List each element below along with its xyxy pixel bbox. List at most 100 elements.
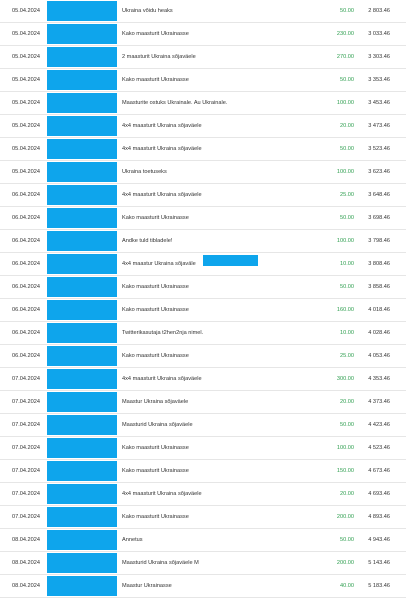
redacted-name	[47, 300, 117, 320]
description: Kako maasturit Ukrainasse	[122, 284, 189, 290]
balance: 3 523.46	[368, 146, 390, 152]
amount: 160.00	[336, 307, 354, 313]
balance: 4 373.46	[368, 399, 390, 405]
redacted-name	[47, 461, 117, 481]
transaction-row: 06.04.2024 Kako maasturit Ukrainasse 50.00…	[0, 276, 406, 299]
redacted-name	[47, 254, 117, 274]
redacted-name	[47, 507, 117, 527]
balance: 3 648.46	[368, 192, 390, 198]
date: 07.04.2024	[12, 468, 40, 474]
description: 4x4 maastur Ukraina sõjaväle	[122, 261, 196, 267]
description: Kako maasturit Ukrainasse	[122, 307, 189, 313]
redacted-name	[47, 369, 117, 389]
balance: 3 798.46	[368, 238, 390, 244]
date: 07.04.2024	[12, 399, 40, 405]
description: 4x4 maasturit Ukraina sõjaväele	[122, 491, 202, 497]
transaction-row: 06.04.2024 4x4 maastur Ukraina sõjaväle 10…	[0, 253, 406, 276]
amount: 50.00	[340, 284, 354, 290]
date: 07.04.2024	[12, 491, 40, 497]
amount: 50.00	[340, 146, 354, 152]
date: 05.04.2024	[12, 100, 40, 106]
redacted-name	[47, 484, 117, 504]
date: 06.04.2024	[12, 261, 40, 267]
redacted-name	[47, 208, 117, 228]
transaction-row: 07.04.2024 Maasturid Ukraina sõjaväele 50.…	[0, 414, 406, 437]
redacted-name	[47, 231, 117, 251]
balance: 4 423.46	[368, 422, 390, 428]
transaction-row: 06.04.2024 Twitterikasutaja t2hen2nja nim…	[0, 322, 406, 345]
balance: 4 028.46	[368, 330, 390, 336]
description: Twitterikasutaja t2hen2nja nimel.	[122, 330, 204, 336]
amount: 10.00	[340, 330, 354, 336]
description: 4x4 maasturit Ukraina sõjaväele	[122, 146, 202, 152]
redacted-name	[47, 185, 117, 205]
description: Ukraina võidu heaks	[122, 8, 173, 14]
transaction-row: 07.04.2024 Maastur Ukraina sõjaväele 20.00…	[0, 391, 406, 414]
redacted-name	[47, 277, 117, 297]
description: Maasturid Ukraina sõjaväele	[122, 422, 193, 428]
description: 4x4 maasturit Ukraina sõjaväele	[122, 123, 202, 129]
balance: 4 673.46	[368, 468, 390, 474]
transaction-row: 06.04.2024 Kako maasturit Ukrainasse 50.00…	[0, 207, 406, 230]
balance: 3 353.46	[368, 77, 390, 83]
redacted-name	[47, 70, 117, 90]
redacted-name	[47, 1, 117, 21]
description: Annetus	[122, 537, 143, 543]
amount: 20.00	[340, 399, 354, 405]
date: 05.04.2024	[12, 8, 40, 14]
balance: 4 523.46	[368, 445, 390, 451]
balance: 3 303.46	[368, 54, 390, 60]
amount: 230.00	[336, 31, 354, 37]
amount: 200.00	[336, 560, 354, 566]
transaction-row: 06.04.2024 4x4 maasturit Ukraina sõjaväel…	[0, 184, 406, 207]
amount: 25.00	[340, 353, 354, 359]
balance: 4 353.46	[368, 376, 390, 382]
redacted-name	[47, 323, 117, 343]
redacted-name	[47, 576, 117, 596]
balance: 3 623.46	[368, 169, 390, 175]
date: 05.04.2024	[12, 146, 40, 152]
balance: 3 033.46	[368, 31, 390, 37]
date: 05.04.2024	[12, 123, 40, 129]
transaction-row: 08.04.2024 Maasturid Ukraina sõjaväele M 2…	[0, 552, 406, 575]
description: Kako maasturit Ukrainasse	[122, 445, 189, 451]
redacted-name	[47, 530, 117, 550]
amount: 150.00	[336, 468, 354, 474]
description: Maastur Ukrainasse	[122, 583, 172, 589]
transaction-row: 05.04.2024 Kako maasturit Ukrainasse 50.00…	[0, 69, 406, 92]
date: 05.04.2024	[12, 31, 40, 37]
amount: 10.00	[340, 261, 354, 267]
transaction-row: 06.04.2024 Kako maasturit Ukrainasse 160.0…	[0, 299, 406, 322]
redacted-name	[47, 93, 117, 113]
description: 2 maasturit Ukraina sõjaväele	[122, 54, 196, 60]
date: 05.04.2024	[12, 77, 40, 83]
description: Maastur Ukraina sõjaväele	[122, 399, 189, 405]
transaction-row: 07.04.2024 Kako maasturit Ukrainasse 150.0…	[0, 460, 406, 483]
redacted-name	[47, 438, 117, 458]
amount: 100.00	[336, 238, 354, 244]
amount: 100.00	[336, 445, 354, 451]
description: 4x4 maasturit Ukraina sõjaväele	[122, 376, 202, 382]
description: Kako maasturit Ukrainasse	[122, 77, 189, 83]
amount: 50.00	[340, 422, 354, 428]
date: 07.04.2024	[12, 422, 40, 428]
date: 06.04.2024	[12, 353, 40, 359]
date: 07.04.2024	[12, 445, 40, 451]
amount: 300.00	[336, 376, 354, 382]
description: 4x4 maasturit Ukraina sõjaväele	[122, 192, 202, 198]
transaction-row: 07.04.2024 4x4 maasturit Ukraina sõjaväel…	[0, 368, 406, 391]
amount: 25.00	[340, 192, 354, 198]
redacted-text	[203, 255, 258, 266]
transaction-row: 05.04.2024 Ukraina toetuseks 100.00 3 623.4…	[0, 161, 406, 184]
balance: 3 808.46	[368, 261, 390, 267]
transaction-row: 08.04.2024 Annetus 50.00 4 943.46	[0, 529, 406, 552]
description: Ukraina toetuseks	[122, 169, 167, 175]
transaction-row: 06.04.2024 Andke tuld tibladele! 100.00 3 7…	[0, 230, 406, 253]
date: 05.04.2024	[12, 54, 40, 60]
transaction-row: 07.04.2024 Kako maasturit Ukrainasse 200.0…	[0, 506, 406, 529]
redacted-name	[47, 47, 117, 67]
transaction-row: 05.04.2024 4x4 maasturit Ukraina sõjaväel…	[0, 115, 406, 138]
description: Maasturite ostuks Ukrainale. Au Ukrainal…	[122, 100, 228, 106]
description: Kako maasturit Ukrainasse	[122, 468, 189, 474]
